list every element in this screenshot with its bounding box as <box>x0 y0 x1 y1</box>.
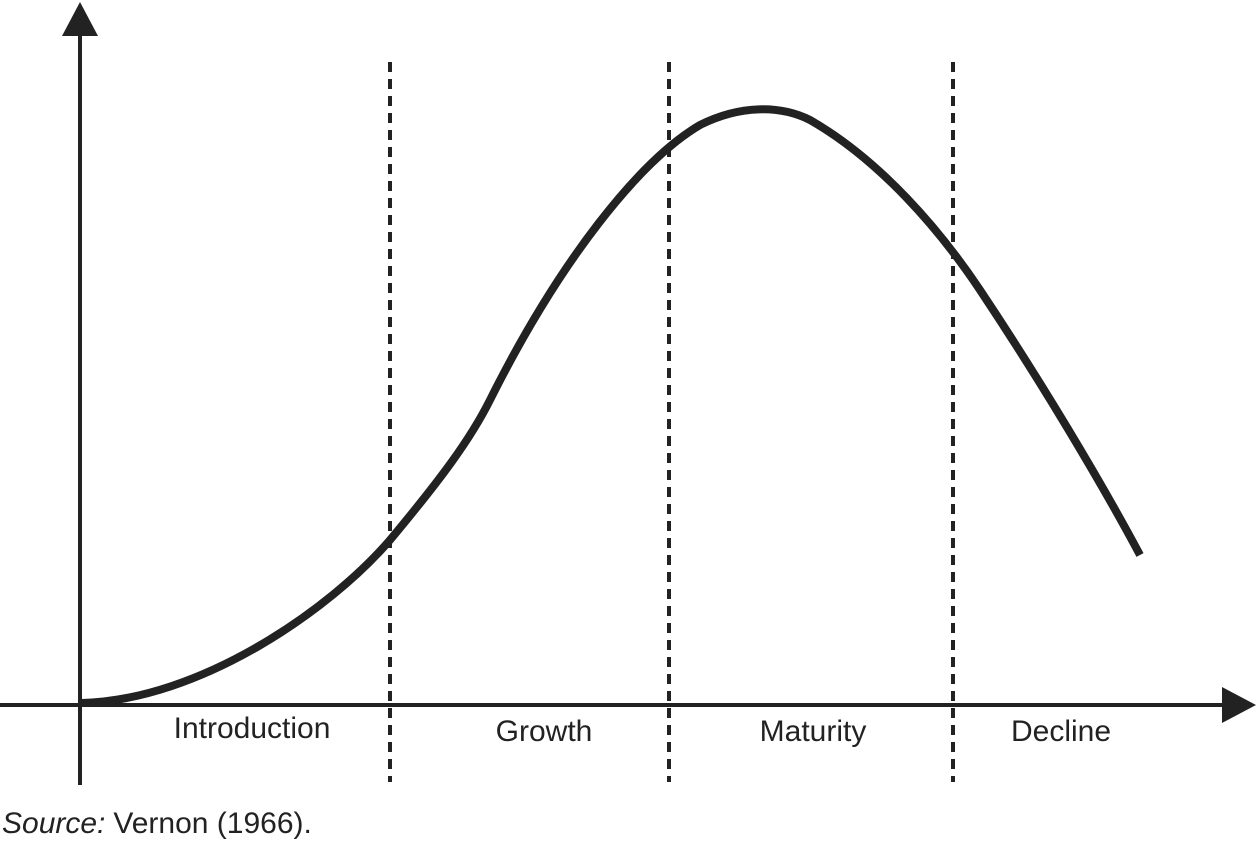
x-axis-arrow <box>1222 687 1256 723</box>
stage-dividers <box>388 62 955 782</box>
source-text: Vernon (1966). <box>113 807 311 840</box>
stage-label: Introduction <box>174 712 331 745</box>
source-label: Source: <box>2 807 105 840</box>
source-note: Source: Vernon (1966). <box>2 807 312 840</box>
life-cycle-curve <box>81 105 1144 707</box>
stage-label: Growth <box>496 715 593 748</box>
y-axis-arrow <box>62 2 98 36</box>
stage-label: Maturity <box>760 715 867 748</box>
stage-label: Decline <box>1011 715 1111 748</box>
